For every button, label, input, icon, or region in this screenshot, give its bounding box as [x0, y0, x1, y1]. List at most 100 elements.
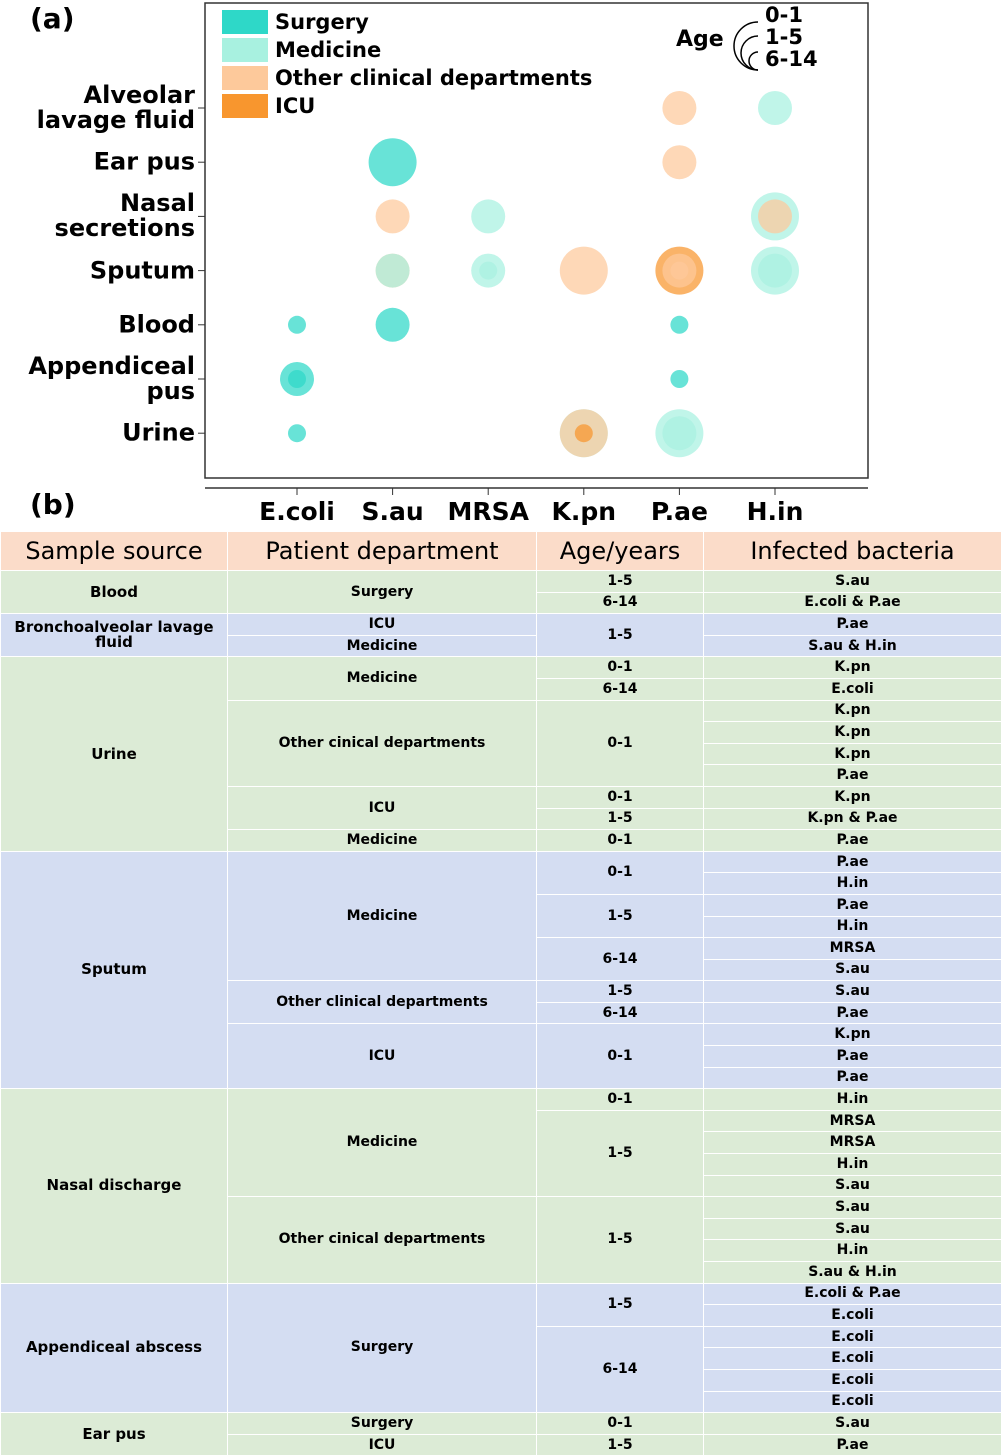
bubble — [479, 261, 498, 280]
bubble — [670, 315, 689, 334]
table-cell: Surgery — [227, 1412, 537, 1435]
table-cell: 1-5 — [536, 980, 704, 1003]
table-cell: 1-5 — [536, 1433, 704, 1456]
bubble — [288, 424, 306, 443]
y-tick-label: Sputum — [89, 256, 195, 285]
chart: (a) E.coli S.au MRSA K.pn P.ae H.in Surgery Med… — [30, 2, 869, 526]
legend-swatch — [222, 94, 268, 118]
table-cell: Other cinical departments — [227, 699, 537, 787]
table-cell: K.pn — [703, 785, 1001, 809]
column-header: Age/years — [536, 531, 704, 571]
table-cell: Appendiceal abscess — [0, 1282, 228, 1414]
table-cell: E.coli & P.ae — [703, 1282, 1001, 1306]
bubble — [758, 199, 792, 234]
table-cell: 0-1 — [536, 699, 704, 787]
table-cell: Urine — [0, 656, 228, 852]
y-tick-label: Ear pus — [93, 147, 195, 176]
table-cell: 1-5 — [536, 893, 704, 939]
table-cell: Medicine — [227, 656, 537, 701]
legend-swatch — [222, 38, 268, 62]
size-legend-label: 6-14 — [765, 47, 818, 71]
table-cell: 0-1 — [536, 1412, 704, 1435]
table-cell: Ear pus — [0, 1412, 228, 1456]
table-row: ICU 0-1 K.pn — [0, 1023, 1001, 1090]
table-cell: P.ae — [703, 1045, 1001, 1068]
table-cell: 1-5 — [536, 1109, 704, 1198]
table-cell: P.ae — [703, 1433, 1001, 1456]
plot-frame — [204, 2, 869, 479]
legend-label: Medicine — [275, 38, 381, 62]
table-cell: S.au — [703, 570, 1001, 593]
table-cell: K.pn & P.ae — [703, 807, 1001, 831]
table-cell: H.in — [703, 1088, 1001, 1111]
table-cell: Surgery — [227, 1282, 537, 1414]
table-cell: Medicine — [227, 634, 537, 658]
x-tick-label: S.au — [362, 497, 424, 526]
table-row: Medicine 0-1 P.ae — [0, 829, 1001, 852]
table-cell: Surgery — [227, 569, 537, 615]
y-tick-label: Nasal secretions — [54, 189, 195, 243]
bubble — [288, 370, 306, 388]
table-cell: P.ae — [703, 829, 1001, 852]
table-cell: ICU — [227, 613, 537, 636]
size-legend-arc — [733, 21, 759, 71]
table-cell: 0-1 — [536, 785, 704, 809]
y-tick-label: Urine — [122, 418, 195, 447]
column-header: Infected bacteria — [703, 531, 1001, 571]
table-cell: MRSA — [703, 1109, 1001, 1133]
table-cell: S.au & H.in — [703, 1261, 1001, 1284]
bubble — [375, 307, 410, 342]
bubble — [574, 424, 593, 443]
table-cell: 1-5 — [536, 570, 704, 593]
table-cell: E.coli — [703, 1347, 1001, 1370]
table-cell: S.au — [703, 1196, 1001, 1219]
table-cell: 6-14 — [536, 677, 704, 701]
table-cell: K.pn — [703, 699, 1001, 723]
table-cell: 0-1 — [536, 829, 704, 852]
table-cell: E.coli — [703, 1304, 1001, 1327]
data-table: Sample source Patient department Age/years… — [0, 531, 1001, 1456]
table-cell: 1-5 — [536, 1282, 704, 1327]
table-cell: 0-1 — [536, 850, 704, 895]
table-cell: 1-5 — [536, 807, 704, 831]
bubble — [368, 138, 417, 187]
table-row: ICU 1-5 P.ae — [0, 1433, 1001, 1456]
table-row: Other cinical departments 0-1 K.pn — [0, 699, 1001, 787]
table-cell: S.au — [703, 1412, 1001, 1435]
x-tick-label: H.in — [747, 497, 804, 526]
legend-swatch — [222, 66, 268, 90]
column-header: Sample source — [0, 531, 228, 571]
table-cell: ICU — [227, 1023, 537, 1090]
table-cell: P.ae — [703, 850, 1001, 874]
table-cell: S.au — [703, 1174, 1001, 1198]
y-tick-label: Appendiceal pus — [28, 352, 195, 405]
table-row: Nasal discharge Medicine 0-1 H.in — [0, 1088, 1001, 1284]
bubble — [375, 253, 410, 288]
table-row: Bronchoalveolar lavage fluid ICU 1-5 P.ae — [0, 613, 1001, 658]
y-tick-label: Alveolar lavage fluid — [36, 81, 195, 134]
table-cell: Medicine — [227, 1088, 537, 1198]
table-cell: Nasal discharge — [0, 1088, 228, 1284]
table-cell: 6-14 — [536, 591, 704, 615]
table-cell: MRSA — [703, 1131, 1001, 1155]
bubble — [471, 199, 506, 234]
table-cell: 6-14 — [536, 937, 704, 982]
table-cell: Other clinical departments — [227, 980, 537, 1025]
size-legend-arc — [748, 51, 759, 71]
bubble — [758, 253, 792, 288]
bubble — [758, 91, 792, 125]
table-row: Ear pus Surgery 0-1 S.au — [0, 1412, 1001, 1456]
legend-label: Surgery — [275, 10, 369, 34]
table-cell: 0-1 — [536, 1023, 704, 1090]
table-cell: 6-14 — [536, 1325, 704, 1414]
table-cell: H.in — [703, 915, 1001, 939]
table-cell: ICU — [227, 1433, 537, 1456]
table-cell: Bronchoalveolar lavage fluid — [0, 613, 228, 658]
size-legend-arc — [740, 35, 759, 71]
table-cell: 1-5 — [536, 613, 704, 658]
table-cell: E.coli — [703, 1368, 1001, 1392]
table-cell: P.ae — [703, 1066, 1001, 1090]
table-row: Appendiceal abscess Surgery 1-5 E.coli & P.… — [0, 1282, 1001, 1414]
table-cell: S.au & H.in — [703, 634, 1001, 658]
table-cell: 0-1 — [536, 656, 704, 679]
